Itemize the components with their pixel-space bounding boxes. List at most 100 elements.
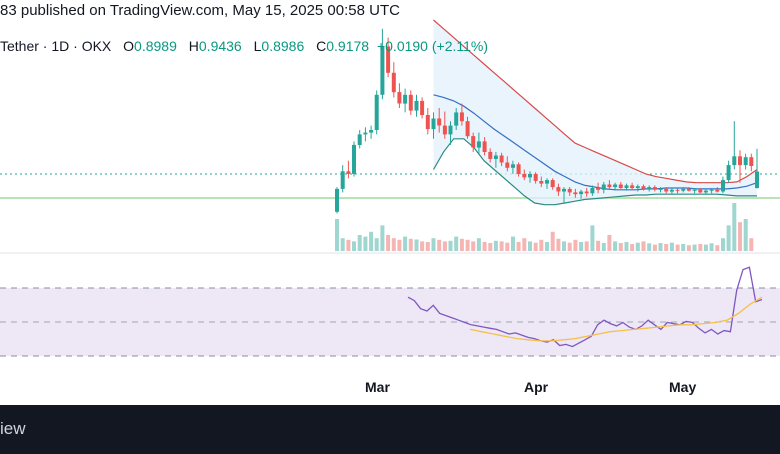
volume-bar	[346, 239, 351, 251]
volume-bar	[550, 231, 555, 251]
volume-bar	[425, 242, 430, 251]
ohlc-legend: Tether · 1D · OKX O0.8989 H0.9436 L0.898…	[0, 38, 488, 54]
candle-body	[647, 187, 652, 189]
candle-body	[442, 125, 447, 135]
candle-body	[488, 151, 493, 159]
x-tick-label: May	[669, 379, 697, 395]
candle-body	[613, 184, 618, 188]
candle-body	[533, 173, 538, 181]
volume-bar	[647, 243, 652, 251]
volume-bar	[658, 243, 663, 251]
volume-bar	[613, 241, 618, 251]
candle-body	[420, 100, 425, 115]
high-value: 0.9436	[198, 38, 242, 54]
volume-bar	[709, 243, 714, 251]
x-tick-label: Mar	[365, 379, 390, 395]
volume-bar	[635, 242, 640, 251]
bollinger-middle-line	[433, 94, 758, 191]
candle-body	[556, 187, 561, 192]
volume-bar	[675, 244, 680, 251]
candle-body	[397, 92, 402, 104]
candle-body	[352, 144, 356, 174]
volume-bar	[397, 239, 402, 251]
candle-body	[335, 188, 339, 212]
candle-body	[732, 156, 737, 166]
symbol-label[interactable]: Tether · 1D · OKX	[0, 38, 112, 54]
candle-body	[528, 173, 532, 178]
volume-bar	[476, 238, 481, 251]
bollinger-upper-line	[433, 19, 758, 184]
volume-bar	[403, 236, 408, 251]
volume-bar	[641, 241, 646, 251]
volume-bars	[335, 203, 754, 251]
volume-bar	[437, 239, 442, 251]
volume-bar	[528, 241, 532, 251]
volume-bar	[556, 238, 561, 251]
candle-body	[664, 188, 669, 192]
volume-bar	[726, 225, 731, 251]
volume-bar	[596, 240, 601, 251]
candle-body	[652, 187, 657, 190]
candle-body	[738, 156, 742, 166]
candle-body	[698, 189, 703, 193]
volume-bar	[414, 239, 419, 251]
candle-body	[516, 164, 521, 174]
candle-body	[459, 112, 464, 122]
volume-bar	[562, 241, 566, 251]
candle-body	[607, 184, 612, 188]
candle-body	[584, 191, 589, 194]
volume-bar	[386, 235, 391, 251]
candle-body	[624, 185, 629, 188]
volume-bar	[545, 242, 549, 251]
x-tick-label: Apr	[524, 379, 549, 395]
candle-body	[749, 157, 754, 166]
open-value: 0.8989	[134, 38, 177, 54]
volume-bar	[607, 235, 612, 251]
volume-bar	[601, 243, 606, 251]
candle-body	[380, 46, 385, 95]
candle-body	[454, 112, 459, 126]
volume-bar	[499, 241, 504, 251]
volume-bar	[352, 241, 356, 251]
publish-info: 83 published on TradingView.com, May 15,…	[0, 2, 400, 19]
candle-body	[562, 188, 566, 192]
volume-bar	[590, 225, 595, 251]
candle-body	[357, 134, 362, 145]
volume-bar	[454, 236, 459, 251]
candle-body	[511, 164, 515, 168]
candle-body	[391, 72, 396, 93]
candle-body	[630, 185, 635, 188]
candle-body	[692, 189, 697, 191]
candle-body	[482, 141, 487, 152]
candle-body	[681, 188, 686, 191]
candle-body	[448, 125, 453, 135]
candlesticks[interactable]	[335, 28, 759, 214]
footer-label[interactable]: iew	[0, 419, 26, 438]
candle-body	[573, 192, 578, 195]
volume-bar	[511, 236, 515, 251]
volume-bar	[505, 242, 510, 251]
candle-body	[374, 94, 379, 130]
volume-bar	[721, 238, 725, 251]
candle-body	[363, 132, 368, 135]
volume-bar	[703, 244, 708, 251]
candle-body	[590, 188, 595, 194]
candle-body	[408, 94, 413, 111]
volume-bar	[533, 242, 538, 251]
candle-body	[669, 189, 674, 192]
candle-body	[675, 189, 680, 191]
rsi-moving-average	[469, 296, 763, 342]
volume-bar	[482, 242, 487, 251]
high-label: H	[188, 38, 199, 54]
candle-body	[340, 171, 345, 189]
candle-body	[386, 46, 391, 73]
candle-body	[635, 186, 640, 188]
volume-bar	[408, 238, 413, 251]
volume-bar	[391, 238, 396, 251]
volume-bar	[459, 238, 464, 251]
candle-body	[715, 189, 720, 192]
volume-bar	[493, 240, 498, 251]
candle-body	[499, 155, 504, 163]
rsi-line	[407, 266, 763, 348]
